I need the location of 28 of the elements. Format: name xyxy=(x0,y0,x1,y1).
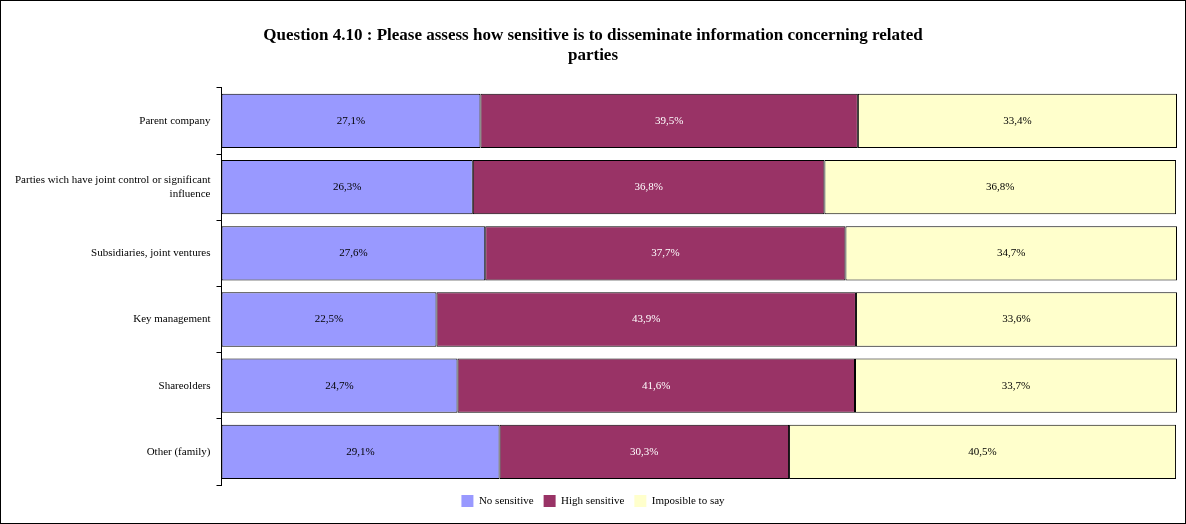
data-label: 36,8% xyxy=(986,179,1015,192)
legend-label: Imposible to say xyxy=(651,493,726,506)
data-label: 41,6% xyxy=(642,378,671,391)
y-tick-label: Shareolders xyxy=(158,378,211,391)
legend-label: High sensitive xyxy=(561,493,625,506)
y-tick-label: Other (family) xyxy=(146,444,211,458)
y-tick-label: Parties wich have joint control or significant influence xyxy=(14,173,211,199)
data-label: 22,5% xyxy=(314,312,344,325)
data-label: 39,5% xyxy=(654,113,684,126)
legend-label: No sensitive xyxy=(478,493,534,506)
data-label: 37,7% xyxy=(651,246,680,259)
data-label: 24,7% xyxy=(325,378,354,391)
data-label: 29,1% xyxy=(346,444,375,457)
data-label: 34,7% xyxy=(997,246,1026,259)
data-label: 36,8% xyxy=(634,179,663,192)
data-label: 27,6% xyxy=(339,246,368,259)
data-label: 30,3% xyxy=(630,444,659,457)
y-tick-label: Parent company xyxy=(139,113,211,126)
y-tick-label: Key management xyxy=(133,312,211,325)
chart-title: Question 4.10 : Please assess how sensitive is to disseminate information concerning related parties xyxy=(263,24,924,64)
data-label: 33,4% xyxy=(1003,113,1032,126)
data-label: 26,3% xyxy=(332,179,362,192)
data-label: 27,1% xyxy=(336,113,366,126)
data-label: 43,9% xyxy=(632,312,661,325)
data-label: 33,7% xyxy=(1001,378,1031,391)
data-label: 40,5% xyxy=(968,444,997,457)
data-label: 33,6% xyxy=(1002,312,1031,325)
y-tick-label: Subsidiaries, joint ventures xyxy=(91,246,211,259)
